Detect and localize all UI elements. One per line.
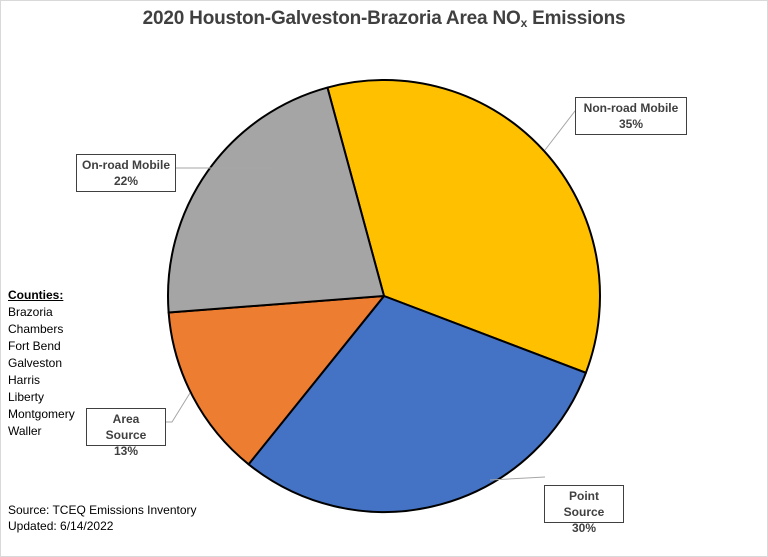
- county-item: Liberty: [8, 390, 45, 404]
- county-item: Fort Bend: [8, 339, 61, 353]
- pie-slice-area-source: [167, 295, 385, 466]
- updated-date: Updated: 6/14/2022: [8, 519, 114, 533]
- counties-heading: Counties:: [8, 288, 64, 302]
- county-item: Chambers: [8, 322, 64, 336]
- chart-title: 2020 Houston-Galveston-Brazoria Area NOx…: [142, 8, 626, 30]
- county-item: Brazoria: [8, 305, 53, 319]
- leader-line-area: [166, 392, 191, 423]
- pie-slice-onroad-mobile: [167, 86, 385, 314]
- pie-slice-point-source: [247, 295, 587, 513]
- source-text: Source: TCEQ Emissions Inventory: [8, 503, 197, 517]
- leader-line-point: [489, 476, 546, 481]
- source-note: Source: TCEQ Emissions Inventory Updated…: [8, 502, 197, 534]
- data-label-onroad-mobile: On-road Mobile 22%: [76, 154, 176, 192]
- data-label-nonroad-mobile: Non-road Mobile 35%: [575, 97, 687, 135]
- data-label-point-source: Point Source 30%: [544, 485, 624, 535]
- county-item: Galveston: [8, 356, 63, 370]
- data-label-area-source: Area Source 13%: [86, 408, 166, 458]
- county-item: Waller: [8, 424, 42, 438]
- counties-list: Counties: Brazoria Chambers Fort Bend Ga…: [8, 287, 75, 440]
- county-item: Montgomery: [8, 407, 75, 421]
- county-item: Harris: [8, 373, 40, 387]
